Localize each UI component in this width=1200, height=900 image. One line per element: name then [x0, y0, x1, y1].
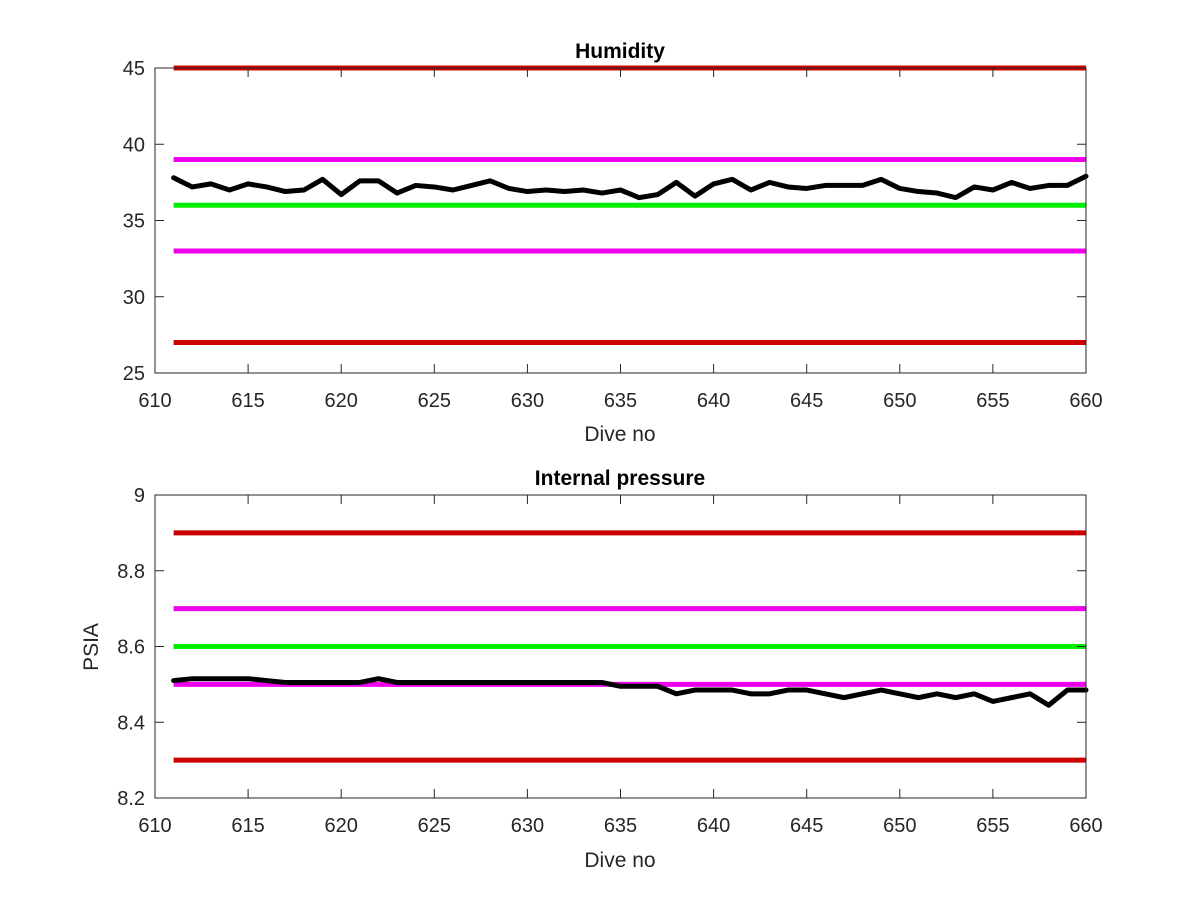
- humidity-ytick-label-3: 40: [123, 134, 145, 156]
- pressure-xtick-label-8: 650: [883, 815, 916, 837]
- humidity-ytick-label-1: 30: [123, 287, 145, 309]
- humidity-ytick-label-4: 45: [123, 58, 145, 80]
- humidity-plot: 610 615 620 625 630 635 640 645 650 655 660 25 30 35 4…: [123, 40, 1103, 446]
- pressure-xtick-label-6: 640: [697, 815, 730, 837]
- humidity-xtick-label-10: 660: [1069, 390, 1102, 412]
- pressure-title: Internal pressure: [535, 467, 705, 490]
- humidity-ytick-label-2: 35: [123, 211, 145, 233]
- pressure-xtick-label-3: 625: [418, 815, 451, 837]
- humidity-xtick-label-8: 650: [883, 390, 916, 412]
- humidity-xtick-label-9: 655: [976, 390, 1009, 412]
- humidity-axes-box: [154, 67, 1087, 374]
- humidity-xtick-label-5: 635: [604, 390, 637, 412]
- humidity-xtick-label-6: 640: [697, 390, 730, 412]
- pressure-series: [171, 676, 1089, 708]
- humidity-series: [171, 173, 1089, 201]
- pressure-ytick-label-1: 8.4: [117, 712, 145, 734]
- humidity-xtick-label-4: 630: [511, 390, 544, 412]
- pressure-ylabel: PSIA: [80, 623, 103, 671]
- pressure-xtick-label-9: 655: [976, 815, 1009, 837]
- humidity-xlabel: Dive no: [584, 423, 655, 446]
- humidity-xtick-label-7: 645: [790, 390, 823, 412]
- pressure-ticks: 610 615 620 625 630 635 640 645 650 655 660 8.2 8.4 8…: [117, 485, 1103, 837]
- humidity-series-line-0: [171, 173, 1089, 201]
- humidity-xtick-label-1: 615: [231, 390, 264, 412]
- humidity-xtick-label-2: 620: [325, 390, 358, 412]
- humidity-plot-area: [155, 68, 1086, 373]
- pressure-series-line-0: [171, 676, 1089, 708]
- pressure-ytick-label-4: 9: [134, 485, 145, 507]
- humidity-xtick-label-3: 625: [418, 390, 451, 412]
- pressure-ytick-label-2: 8.6: [117, 637, 145, 659]
- humidity-title: Humidity: [575, 40, 665, 63]
- humidity-ytick-label-0: 25: [123, 363, 145, 385]
- pressure-axes-box: [154, 494, 1087, 799]
- pressure-ytick-label-0: 8.2: [117, 788, 145, 810]
- pressure-xtick-label-10: 660: [1069, 815, 1102, 837]
- humidity-xtick-label-0: 610: [138, 390, 171, 412]
- pressure-xtick-label-4: 630: [511, 815, 544, 837]
- pressure-xlabel: Dive no: [584, 849, 655, 872]
- pressure-xtick-label-2: 620: [325, 815, 358, 837]
- pressure-plot: 610 615 620 625 630 635 640 645 650 655 660 8.2 8.4 8…: [80, 467, 1103, 872]
- pressure-xtick-label-5: 635: [604, 815, 637, 837]
- pressure-xtick-label-1: 615: [231, 815, 264, 837]
- pressure-xtick-label-7: 645: [790, 815, 823, 837]
- pressure-xtick-label-0: 610: [138, 815, 171, 837]
- humidity-ticks: 610 615 620 625 630 635 640 645 650 655 660 25 30 35 4…: [123, 58, 1103, 412]
- pressure-ytick-label-3: 8.8: [117, 561, 145, 583]
